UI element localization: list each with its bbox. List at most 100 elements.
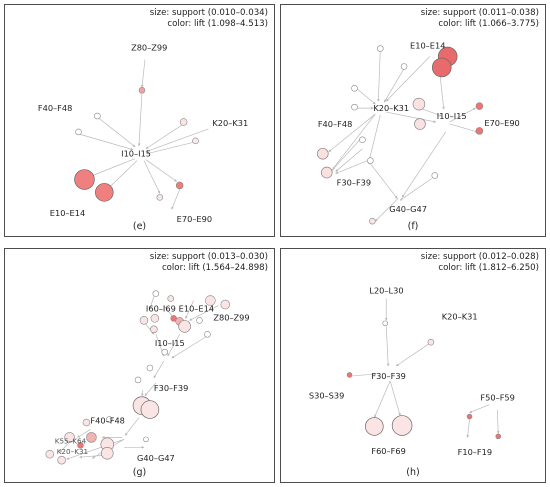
edge (145, 159, 178, 182)
edge (370, 163, 398, 199)
edge (140, 59, 146, 88)
node-label: K20–K31 (212, 118, 248, 128)
edge (367, 114, 381, 165)
edge (332, 136, 363, 170)
node (138, 86, 146, 94)
edge (419, 107, 443, 117)
node (167, 295, 175, 302)
legend-color: color: lift (1.066–3.775) (438, 18, 539, 29)
node (365, 417, 384, 436)
legend-size: size: support (0.010–0.034) (149, 8, 268, 18)
node (400, 63, 408, 70)
edge (66, 439, 125, 460)
edge (449, 123, 478, 133)
legend-color: color: lift (1.564–24.898) (161, 262, 268, 273)
legend-size: size: support (0.011–0.038) (420, 8, 539, 18)
node (64, 432, 75, 443)
edge (167, 334, 180, 357)
node-label: E10–E14 (179, 303, 214, 313)
edge (385, 56, 431, 102)
legend: size: support (0.013–0.030) color: lift … (150, 252, 268, 273)
node-label: I10–I15 (121, 149, 151, 159)
node (367, 157, 374, 164)
panel-tag: (g) (132, 467, 147, 478)
legend: size: support (0.010–0.034) color: lift … (150, 8, 268, 29)
edge (385, 326, 390, 367)
edge (97, 116, 136, 148)
edge (399, 178, 433, 201)
graph-panel-f: E10–E14 K20–K31 I10–I15 E70–E90 F40–F48 … (280, 4, 546, 237)
graph-panel-g: I60–I69 E10–E14 Z80–Z99 I10–I15 F30–F39 … (4, 248, 275, 483)
edge (107, 160, 138, 189)
node (196, 317, 203, 324)
node (475, 102, 484, 110)
edge (145, 123, 184, 150)
node-label: K55–K64 (55, 436, 87, 445)
edge (87, 158, 136, 178)
node (82, 418, 91, 427)
edge (401, 131, 447, 198)
edge (466, 419, 470, 438)
edge (373, 380, 391, 418)
node (86, 432, 97, 443)
node-label: F30–F39 (337, 177, 371, 187)
edge (145, 128, 209, 153)
edge (149, 296, 155, 309)
node (161, 348, 169, 356)
edge (171, 189, 180, 210)
node-label: Z80–Z99 (213, 312, 249, 322)
edge (496, 409, 500, 434)
edge (124, 417, 140, 436)
node-label: F30–F39 (154, 383, 188, 393)
node-label: L20–L30 (369, 286, 403, 296)
edge (77, 429, 91, 438)
edge (335, 158, 373, 174)
node (178, 320, 191, 333)
edge (374, 198, 399, 222)
node (94, 112, 101, 120)
node-label: S30–S39 (309, 391, 344, 401)
edge (137, 92, 143, 147)
edge (153, 360, 165, 379)
node (57, 455, 66, 465)
node-label: I10–I15 (155, 338, 185, 348)
node-label: K20–K31 (442, 311, 478, 321)
edge (383, 68, 405, 103)
edge (395, 342, 431, 367)
edge (335, 148, 363, 172)
node (75, 128, 82, 136)
edge (78, 133, 134, 151)
edge (439, 72, 445, 110)
node (359, 136, 366, 144)
edge (449, 107, 476, 123)
node-label: I10–I15 (437, 111, 467, 121)
node (179, 118, 188, 126)
edge (189, 305, 219, 321)
node-label: G40–G47 (389, 204, 427, 214)
edge (377, 50, 381, 102)
node (346, 372, 353, 378)
node (175, 181, 184, 190)
node-label: E70–E90 (177, 214, 212, 224)
edge (146, 141, 196, 155)
legend-color: color: lift (1.812–6.250) (438, 262, 539, 273)
node (45, 449, 55, 459)
edge (185, 300, 194, 319)
node (220, 299, 231, 310)
panel-tag: (f) (407, 221, 419, 232)
edge (389, 380, 401, 417)
node (205, 295, 216, 306)
node (140, 400, 160, 419)
edge (328, 113, 376, 153)
node (377, 45, 384, 52)
node (427, 338, 435, 346)
panel-tag: (e) (132, 221, 147, 232)
legend-color: color: lift (1.098–4.513) (167, 18, 268, 29)
node (412, 97, 426, 111)
node (150, 325, 158, 334)
node (146, 364, 154, 372)
node-label: E10–E14 (410, 41, 445, 51)
node (391, 415, 413, 436)
node-label: K20–K31 (57, 447, 88, 456)
node (414, 118, 426, 130)
